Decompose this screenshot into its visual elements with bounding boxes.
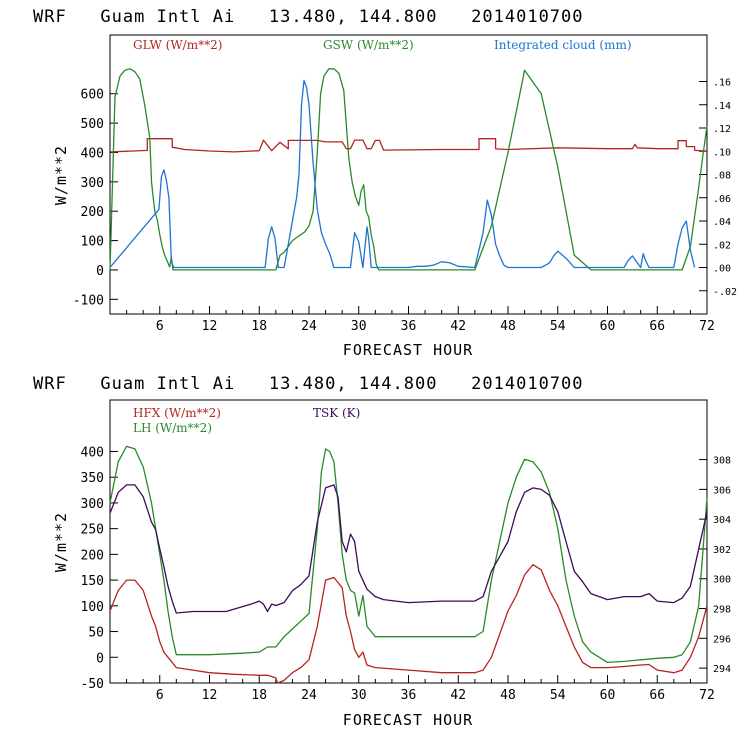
y2-tick-label: -.02 bbox=[713, 287, 737, 298]
radiation-panel: WRF Guam Intl Ai 13.480, 144.800 2014010… bbox=[33, 7, 737, 359]
series-line-hfx bbox=[109, 564, 708, 684]
legend-cloud: Integrated cloud (mm) bbox=[494, 38, 632, 52]
x-tick-label: 12 bbox=[202, 688, 218, 703]
y2-tick-label: 306 bbox=[713, 485, 731, 496]
series-line-lh bbox=[109, 445, 708, 664]
y-tick-label: -50 bbox=[81, 677, 104, 692]
y2-tick-label: 300 bbox=[713, 575, 731, 586]
x-tick-label: 6 bbox=[156, 688, 164, 703]
y-axis-label: W/m**2 bbox=[52, 512, 70, 572]
x-tick-label: 36 bbox=[401, 319, 417, 334]
y-tick-label: 300 bbox=[81, 176, 104, 191]
y2-tick-label: .10 bbox=[713, 147, 731, 158]
x-tick-label: 48 bbox=[500, 319, 516, 334]
y-tick-label: 200 bbox=[81, 205, 104, 220]
y-tick-label: 100 bbox=[81, 600, 104, 615]
x-tick-label: 36 bbox=[401, 688, 417, 703]
x-tick-label: 42 bbox=[450, 688, 466, 703]
x-tick-label: 30 bbox=[351, 688, 367, 703]
legend-lh: LH (W/m**2) bbox=[133, 421, 212, 435]
y-tick-label: -100 bbox=[73, 293, 104, 308]
x-tick-label: 30 bbox=[351, 319, 367, 334]
y-tick-label: 500 bbox=[81, 117, 104, 132]
y2-tick-label: 308 bbox=[713, 456, 731, 467]
heat-flux-panel: WRF Guam Intl Ai 13.480, 144.800 2014010… bbox=[33, 374, 731, 729]
x-tick-label: 48 bbox=[500, 688, 516, 703]
y-tick-label: 50 bbox=[88, 626, 104, 641]
y2-tick-label: .00 bbox=[713, 264, 731, 275]
x-tick-label: 12 bbox=[202, 319, 218, 334]
legend-gsw: GSW (W/m**2) bbox=[323, 38, 414, 52]
y2-tick-label: .04 bbox=[713, 217, 731, 228]
y-tick-label: 100 bbox=[81, 235, 104, 250]
y-tick-label: 0 bbox=[96, 264, 104, 279]
y2-tick-label: 294 bbox=[713, 664, 731, 675]
series-line-gsw bbox=[109, 68, 708, 271]
y-tick-label: 400 bbox=[81, 445, 104, 460]
y-tick-label: 350 bbox=[81, 471, 104, 486]
y-tick-label: 200 bbox=[81, 548, 104, 563]
y-tick-label: 400 bbox=[81, 146, 104, 161]
y-axis-label: W/m**2 bbox=[52, 145, 70, 205]
plot-frame bbox=[109, 399, 708, 684]
legend-tsk: TSK (K) bbox=[313, 406, 360, 420]
x-tick-label: 18 bbox=[251, 688, 267, 703]
y2-tick-label: 304 bbox=[713, 515, 731, 526]
x-tick-label: 66 bbox=[649, 319, 665, 334]
chart-title: WRF Guam Intl Ai 13.480, 144.800 2014010… bbox=[33, 374, 584, 394]
x-tick-label: 54 bbox=[550, 319, 566, 334]
y2-tick-label: .02 bbox=[713, 240, 731, 251]
x-tick-label: 60 bbox=[600, 319, 616, 334]
x-tick-label: 72 bbox=[699, 688, 715, 703]
x-tick-label: 6 bbox=[156, 319, 164, 334]
y2-tick-label: .06 bbox=[713, 194, 731, 205]
y2-tick-label: 302 bbox=[713, 545, 731, 556]
x-tick-label: 60 bbox=[600, 688, 616, 703]
x-tick-label: 24 bbox=[301, 688, 317, 703]
y2-tick-label: 296 bbox=[713, 634, 731, 645]
x-axis-label: FORECAST HOUR bbox=[343, 341, 473, 359]
legend-hfx: HFX (W/m**2) bbox=[133, 406, 221, 420]
y2-tick-label: .12 bbox=[713, 124, 731, 135]
x-tick-label: 72 bbox=[699, 319, 715, 334]
x-axis-label: FORECAST HOUR bbox=[343, 711, 473, 729]
x-tick-label: 18 bbox=[251, 319, 267, 334]
y2-tick-label: .08 bbox=[713, 171, 731, 182]
y2-tick-label: 298 bbox=[713, 605, 731, 616]
x-tick-label: 66 bbox=[649, 688, 665, 703]
y2-tick-label: .16 bbox=[713, 78, 731, 89]
y-tick-label: 0 bbox=[96, 651, 104, 666]
legend-glw: GLW (W/m**2) bbox=[133, 38, 222, 52]
chart-title: WRF Guam Intl Ai 13.480, 144.800 2014010… bbox=[33, 7, 584, 27]
y2-tick-label: .14 bbox=[713, 101, 731, 112]
x-tick-label: 24 bbox=[301, 319, 317, 334]
y-tick-label: 600 bbox=[81, 88, 104, 103]
plot-frame bbox=[109, 34, 708, 315]
series-line-glw bbox=[109, 138, 708, 153]
series-line-tsk bbox=[109, 484, 708, 614]
x-tick-label: 42 bbox=[450, 319, 466, 334]
y-tick-label: 250 bbox=[81, 523, 104, 538]
y-tick-label: 300 bbox=[81, 497, 104, 512]
x-tick-label: 54 bbox=[550, 688, 566, 703]
series-line-integrated-cloud bbox=[109, 79, 696, 269]
y-tick-label: 150 bbox=[81, 574, 104, 589]
